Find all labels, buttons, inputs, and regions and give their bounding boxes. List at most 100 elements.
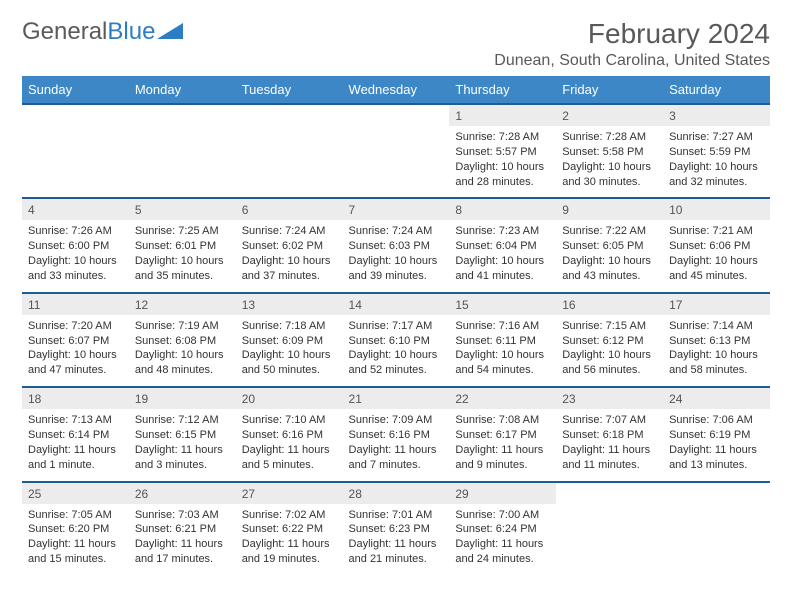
sunrise-text: Sunrise: 7:28 AM <box>455 130 550 145</box>
daylight-text: Daylight: 11 hours and 13 minutes. <box>669 443 764 473</box>
daylight-text: Daylight: 10 hours and 47 minutes. <box>28 348 123 378</box>
day-content <box>663 490 770 560</box>
calendar-cell: 14Sunrise: 7:17 AMSunset: 6:10 PMDayligh… <box>343 293 450 387</box>
day-content <box>236 112 343 182</box>
sunset-text: Sunset: 6:24 PM <box>455 522 550 537</box>
day-number: 19 <box>129 388 236 409</box>
logo-text-2: Blue <box>107 18 155 46</box>
sunset-text: Sunset: 6:18 PM <box>562 428 657 443</box>
day-number: 25 <box>22 483 129 504</box>
day-content: Sunrise: 7:13 AMSunset: 6:14 PMDaylight:… <box>22 409 129 480</box>
day-content: Sunrise: 7:12 AMSunset: 6:15 PMDaylight:… <box>129 409 236 480</box>
day-content: Sunrise: 7:28 AMSunset: 5:57 PMDaylight:… <box>449 126 556 197</box>
day-content: Sunrise: 7:24 AMSunset: 6:02 PMDaylight:… <box>236 220 343 291</box>
day-content: Sunrise: 7:10 AMSunset: 6:16 PMDaylight:… <box>236 409 343 480</box>
daylight-text: Daylight: 11 hours and 15 minutes. <box>28 537 123 567</box>
sunset-text: Sunset: 6:16 PM <box>242 428 337 443</box>
day-number <box>129 105 236 112</box>
sunrise-text: Sunrise: 7:01 AM <box>349 508 444 523</box>
calendar-cell: 8Sunrise: 7:23 AMSunset: 6:04 PMDaylight… <box>449 198 556 292</box>
sunrise-text: Sunrise: 7:23 AM <box>455 224 550 239</box>
calendar-cell: 1Sunrise: 7:28 AMSunset: 5:57 PMDaylight… <box>449 104 556 198</box>
sunrise-text: Sunrise: 7:24 AM <box>242 224 337 239</box>
daylight-text: Daylight: 11 hours and 1 minute. <box>28 443 123 473</box>
day-content: Sunrise: 7:17 AMSunset: 6:10 PMDaylight:… <box>343 315 450 386</box>
title-block: February 2024 Dunean, South Carolina, Un… <box>494 18 770 70</box>
day-number: 7 <box>343 199 450 220</box>
day-header-row: Sunday Monday Tuesday Wednesday Thursday… <box>22 76 770 104</box>
calendar-body: 1Sunrise: 7:28 AMSunset: 5:57 PMDaylight… <box>22 104 770 575</box>
sunrise-text: Sunrise: 7:24 AM <box>349 224 444 239</box>
calendar-week-row: 11Sunrise: 7:20 AMSunset: 6:07 PMDayligh… <box>22 293 770 387</box>
sunrise-text: Sunrise: 7:27 AM <box>669 130 764 145</box>
day-content: Sunrise: 7:05 AMSunset: 6:20 PMDaylight:… <box>22 504 129 575</box>
day-content: Sunrise: 7:26 AMSunset: 6:00 PMDaylight:… <box>22 220 129 291</box>
day-content: Sunrise: 7:27 AMSunset: 5:59 PMDaylight:… <box>663 126 770 197</box>
calendar-cell <box>663 482 770 575</box>
daylight-text: Daylight: 10 hours and 33 minutes. <box>28 254 123 284</box>
sunset-text: Sunset: 6:01 PM <box>135 239 230 254</box>
day-number: 18 <box>22 388 129 409</box>
calendar-cell: 12Sunrise: 7:19 AMSunset: 6:08 PMDayligh… <box>129 293 236 387</box>
sunset-text: Sunset: 6:03 PM <box>349 239 444 254</box>
sunset-text: Sunset: 6:17 PM <box>455 428 550 443</box>
day-number: 5 <box>129 199 236 220</box>
calendar-cell <box>129 104 236 198</box>
sunrise-text: Sunrise: 7:19 AM <box>135 319 230 334</box>
calendar-cell <box>236 104 343 198</box>
daylight-text: Daylight: 10 hours and 56 minutes. <box>562 348 657 378</box>
sunrise-text: Sunrise: 7:13 AM <box>28 413 123 428</box>
day-number <box>236 105 343 112</box>
logo-triangle-icon <box>157 18 183 46</box>
day-content: Sunrise: 7:07 AMSunset: 6:18 PMDaylight:… <box>556 409 663 480</box>
day-number: 27 <box>236 483 343 504</box>
day-header: Monday <box>129 76 236 104</box>
daylight-text: Daylight: 10 hours and 41 minutes. <box>455 254 550 284</box>
calendar-cell: 21Sunrise: 7:09 AMSunset: 6:16 PMDayligh… <box>343 387 450 481</box>
daylight-text: Daylight: 10 hours and 32 minutes. <box>669 160 764 190</box>
day-content: Sunrise: 7:24 AMSunset: 6:03 PMDaylight:… <box>343 220 450 291</box>
calendar-week-row: 25Sunrise: 7:05 AMSunset: 6:20 PMDayligh… <box>22 482 770 575</box>
day-number: 23 <box>556 388 663 409</box>
sunset-text: Sunset: 6:05 PM <box>562 239 657 254</box>
daylight-text: Daylight: 10 hours and 28 minutes. <box>455 160 550 190</box>
calendar-cell: 16Sunrise: 7:15 AMSunset: 6:12 PMDayligh… <box>556 293 663 387</box>
sunset-text: Sunset: 6:13 PM <box>669 334 764 349</box>
day-number <box>22 105 129 112</box>
day-content: Sunrise: 7:19 AMSunset: 6:08 PMDaylight:… <box>129 315 236 386</box>
daylight-text: Daylight: 10 hours and 54 minutes. <box>455 348 550 378</box>
sunrise-text: Sunrise: 7:05 AM <box>28 508 123 523</box>
day-number: 26 <box>129 483 236 504</box>
sunset-text: Sunset: 6:15 PM <box>135 428 230 443</box>
day-number: 24 <box>663 388 770 409</box>
day-number: 28 <box>343 483 450 504</box>
calendar-cell: 6Sunrise: 7:24 AMSunset: 6:02 PMDaylight… <box>236 198 343 292</box>
calendar-table: Sunday Monday Tuesday Wednesday Thursday… <box>22 76 770 575</box>
day-number <box>556 483 663 490</box>
daylight-text: Daylight: 11 hours and 17 minutes. <box>135 537 230 567</box>
page-subtitle: Dunean, South Carolina, United States <box>494 52 770 70</box>
day-content <box>343 112 450 182</box>
calendar-week-row: 4Sunrise: 7:26 AMSunset: 6:00 PMDaylight… <box>22 198 770 292</box>
sunrise-text: Sunrise: 7:03 AM <box>135 508 230 523</box>
day-content: Sunrise: 7:21 AMSunset: 6:06 PMDaylight:… <box>663 220 770 291</box>
day-header: Friday <box>556 76 663 104</box>
daylight-text: Daylight: 10 hours and 43 minutes. <box>562 254 657 284</box>
sunset-text: Sunset: 6:12 PM <box>562 334 657 349</box>
sunrise-text: Sunrise: 7:17 AM <box>349 319 444 334</box>
day-number: 22 <box>449 388 556 409</box>
calendar-cell: 2Sunrise: 7:28 AMSunset: 5:58 PMDaylight… <box>556 104 663 198</box>
sunset-text: Sunset: 5:58 PM <box>562 145 657 160</box>
sunrise-text: Sunrise: 7:02 AM <box>242 508 337 523</box>
day-content: Sunrise: 7:16 AMSunset: 6:11 PMDaylight:… <box>449 315 556 386</box>
sunset-text: Sunset: 5:57 PM <box>455 145 550 160</box>
sunset-text: Sunset: 6:00 PM <box>28 239 123 254</box>
daylight-text: Daylight: 11 hours and 9 minutes. <box>455 443 550 473</box>
daylight-text: Daylight: 10 hours and 52 minutes. <box>349 348 444 378</box>
sunrise-text: Sunrise: 7:10 AM <box>242 413 337 428</box>
sunset-text: Sunset: 6:11 PM <box>455 334 550 349</box>
sunset-text: Sunset: 6:07 PM <box>28 334 123 349</box>
calendar-cell: 11Sunrise: 7:20 AMSunset: 6:07 PMDayligh… <box>22 293 129 387</box>
calendar-cell: 17Sunrise: 7:14 AMSunset: 6:13 PMDayligh… <box>663 293 770 387</box>
calendar-cell: 3Sunrise: 7:27 AMSunset: 5:59 PMDaylight… <box>663 104 770 198</box>
